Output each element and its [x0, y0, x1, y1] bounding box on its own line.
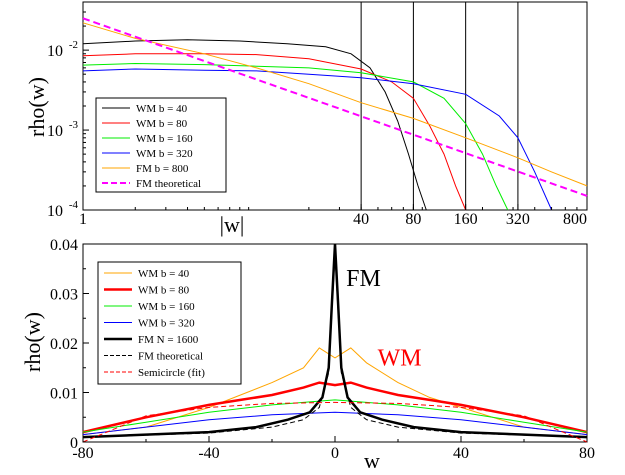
bottom-series-wm-b-320	[82, 411, 588, 436]
top-legend-label-wm-b-40: WM b = 40	[136, 103, 188, 115]
bottom-y-tick-label-0: 0	[70, 435, 78, 452]
top-legend-label-wm-b-160: WM b = 160	[136, 133, 193, 145]
bottom-x-tick-label-40: 40	[453, 445, 469, 462]
bottom-legend-label-fm-n-1600: FM N = 1600	[138, 334, 199, 346]
bottom-y-tick-label-0-01: 0.01	[50, 386, 78, 403]
bottom-legend-label-wm-b-80: WM b = 80	[138, 285, 190, 297]
top-y-tick-exponent-10-4: -4	[69, 199, 79, 211]
top-legend-label-wm-b-320: WM b = 320	[136, 148, 193, 160]
bottom-y-tick-label-0-03: 0.03	[50, 287, 78, 304]
top-series-fm-theoretical	[82, 17, 588, 197]
top-x-tick-label-160: 160	[454, 211, 478, 228]
top-y-tick-exponent-10-2: -2	[69, 39, 78, 51]
bottom-x-tick-label-0: 0	[331, 445, 339, 462]
annotation-fm: FM	[346, 266, 381, 292]
top-y-tick-exponent-10-3: -3	[69, 119, 79, 131]
top-legend-label-fm-b-800: FM b = 800	[136, 163, 189, 175]
top-x-tick-label-40: 40	[353, 211, 369, 228]
top-panel: 1 40 80 160 320 800 10 -4 10 -3 10 -2 rho(w) |w| WM…	[24, 1, 588, 237]
bottom-series-wm-b-80	[82, 381, 588, 434]
bottom-legend-label-semicircle-fit: Semicircle (fit)	[138, 367, 205, 379]
top-series-wm-b-160	[82, 62, 509, 211]
bottom-annotations: FM WM	[346, 266, 422, 371]
bottom-legend-label-wm-b-160: WM b = 160	[138, 301, 195, 313]
top-x-tick-label-1: 1	[79, 211, 87, 228]
top-series-fm-b-800	[82, 22, 588, 187]
bottom-panel: -80 -40 0 40 80 0 0.01 0.02 0.03 0.04 rho(w) w FM…	[20, 237, 595, 473]
bottom-legend: WM b = 40 WM b = 80 WM b = 160 WM b = 320 FM…	[97, 261, 242, 385]
top-x-tick-label-80: 80	[405, 211, 421, 228]
top-series-wm-b-40	[82, 39, 427, 211]
bottom-series-wm-b-160	[82, 399, 588, 433]
top-y-tick-label-10-4: 10	[47, 203, 63, 220]
top-series-wm-b-320	[82, 68, 553, 211]
bottom-y-tick-label-0-04: 0.04	[50, 237, 78, 254]
bottom-x-tick-label-80: 80	[579, 445, 595, 462]
bottom-x-tick-label-80: -80	[72, 445, 93, 462]
bottom-series-semicircle-fit	[82, 401, 588, 443]
top-legend-box	[95, 97, 227, 193]
top-ticks: 1 40 80 160 320 800 10 -4 10 -3 10 -2	[47, 1, 588, 228]
bottom-legend-label-wm-b-320: WM b = 320	[138, 318, 195, 330]
top-y-tick-label-10-3: 10	[47, 123, 63, 140]
bottom-y-tick-label-0-02: 0.02	[50, 336, 78, 353]
bottom-x-axis-label: w	[364, 448, 380, 473]
top-x-tick-label-320: 320	[506, 211, 530, 228]
top-x-tick-label-800: 800	[563, 211, 587, 228]
top-legend-label-wm-b-80: WM b = 80	[136, 118, 188, 130]
top-vertical-lines	[360, 2, 519, 210]
bottom-series	[82, 243, 588, 443]
bottom-y-axis-label: rho(w)	[20, 312, 45, 372]
bottom-legend-label-fm-theoretical: FM theoretical	[138, 351, 203, 363]
top-legend: WM b = 40 WM b = 80 WM b = 160 WM b = 320 FM…	[95, 97, 227, 193]
bottom-x-tick-label-40: -40	[198, 445, 219, 462]
bottom-series-fm-theoretical	[82, 253, 588, 438]
top-y-tick-label-10-2: 10	[47, 43, 63, 60]
annotation-wm: WM	[378, 345, 422, 371]
top-x-axis-label: |w|	[220, 212, 245, 237]
bottom-legend-label-wm-b-40: WM b = 40	[138, 268, 190, 280]
bottom-ticks: -80 -40 0 40 80 0 0.01 0.02 0.03 0.04	[50, 237, 595, 462]
bottom-series-fm-n-1600	[82, 243, 588, 439]
top-series	[82, 17, 588, 211]
top-y-axis-label: rho(w)	[24, 77, 49, 137]
top-legend-label-fm-theoretical: FM theoretical	[136, 178, 201, 190]
